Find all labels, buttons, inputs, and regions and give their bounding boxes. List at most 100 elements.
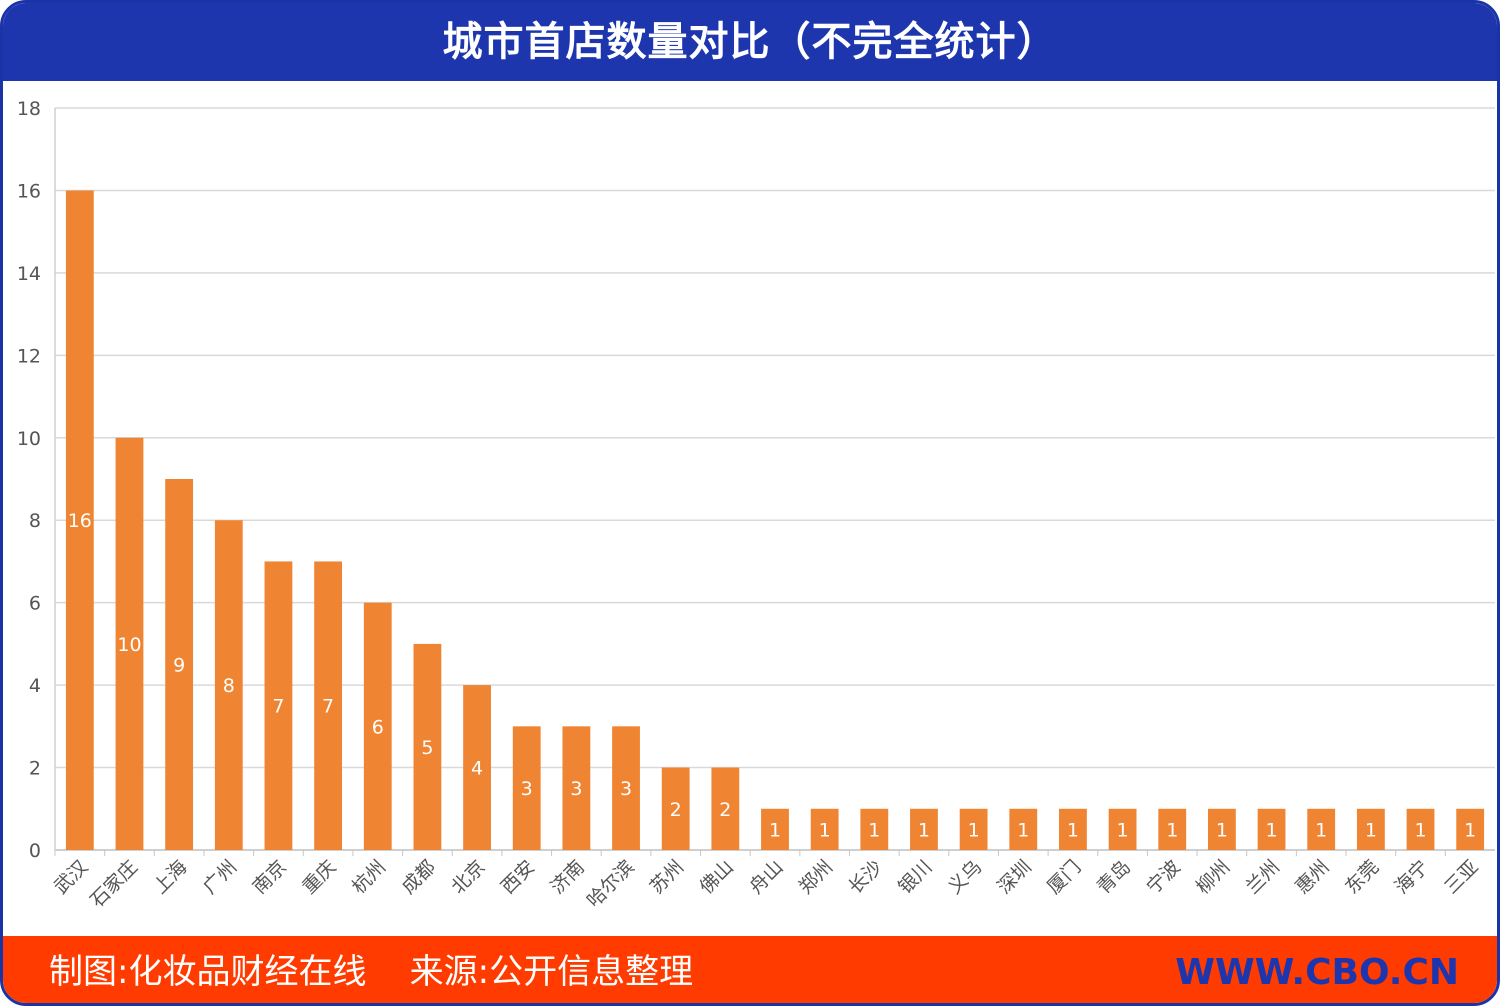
y-tick-label: 12 [17, 345, 41, 367]
x-tick-label: 佛山 [695, 856, 737, 898]
x-tick-label: 宁波 [1142, 856, 1184, 898]
bar [1456, 808, 1485, 850]
data-label: 16 [68, 510, 92, 532]
data-label: 4 [471, 758, 483, 780]
data-label: 1 [1266, 819, 1278, 841]
x-tick-label: 杭州 [348, 856, 390, 898]
x-tick-label: 苏州 [646, 856, 688, 898]
data-label: 7 [322, 696, 334, 718]
bar [761, 808, 789, 850]
data-label: 3 [570, 778, 582, 800]
x-tick-label: 三亚 [1440, 856, 1482, 898]
bar [512, 726, 541, 850]
data-label: 1 [868, 819, 880, 841]
bar [65, 190, 94, 850]
data-label: 1 [1216, 819, 1228, 841]
bar [1059, 808, 1087, 850]
data-label: 1 [968, 819, 980, 841]
data-label: 1 [918, 819, 930, 841]
bar [165, 479, 194, 850]
y-tick-label: 10 [17, 428, 41, 450]
bar [1158, 808, 1187, 850]
chart-title: 城市首店数量对比（不完全统计） [442, 18, 1058, 65]
data-label: 5 [421, 737, 433, 759]
data-label: 1 [1464, 819, 1476, 841]
data-label: 6 [372, 716, 384, 738]
y-tick-label: 2 [29, 758, 41, 780]
bar [910, 808, 938, 850]
x-tick-label: 兰州 [1242, 856, 1284, 898]
bar-chart: 02468101214161816武汉10石家庄9上海8广州7南京7重庆6杭州5… [17, 98, 1495, 912]
x-tick-label: 广州 [199, 856, 241, 898]
bar [463, 685, 491, 850]
x-tick-label: 石家庄 [86, 856, 142, 912]
data-label: 9 [173, 655, 185, 677]
bar [1257, 808, 1286, 850]
x-tick-label: 青岛 [1093, 856, 1135, 898]
data-label: 3 [620, 778, 632, 800]
x-tick-label: 舟山 [745, 856, 787, 898]
data-label: 1 [1166, 819, 1178, 841]
x-tick-label: 南京 [249, 856, 291, 898]
x-tick-label: 上海 [149, 856, 191, 898]
x-tick-label: 济南 [546, 856, 588, 898]
bar [413, 643, 442, 850]
bar [264, 561, 293, 850]
x-tick-label: 郑州 [795, 856, 837, 898]
bar [860, 808, 889, 850]
data-label: 1 [819, 819, 831, 841]
data-label: 1 [1067, 819, 1079, 841]
x-tick-label: 义乌 [944, 856, 986, 898]
y-tick-label: 4 [29, 675, 41, 697]
x-tick-label: 深圳 [993, 856, 1035, 898]
source-credit: 制图:化妆品财经在线 来源:公开信息整理 [49, 952, 694, 992]
data-label: 1 [769, 819, 781, 841]
x-tick-label: 哈尔滨 [583, 856, 639, 912]
x-tick-label: 柳州 [1192, 856, 1234, 898]
data-label: 1 [1315, 819, 1327, 841]
bar [711, 767, 740, 850]
data-label: 1 [1365, 819, 1377, 841]
bar [661, 767, 690, 850]
bar [810, 808, 839, 850]
data-label: 2 [719, 799, 731, 821]
footer-bar: 制图:化妆品财经在线 来源:公开信息整理 WWW.CBO.CN [3, 936, 1497, 1003]
x-tick-label: 东莞 [1341, 856, 1383, 898]
x-tick-label: 北京 [447, 856, 489, 898]
bar [1307, 808, 1336, 850]
data-label: 3 [521, 778, 533, 800]
x-tick-label: 西安 [497, 856, 539, 898]
bar [1207, 808, 1236, 850]
bar [1356, 808, 1385, 850]
bar [959, 808, 988, 850]
x-tick-label: 长沙 [844, 856, 886, 898]
data-label: 1 [1117, 819, 1129, 841]
x-tick-label: 成都 [398, 856, 440, 898]
data-label: 10 [117, 634, 141, 656]
bar [363, 602, 392, 850]
data-label: 2 [670, 799, 682, 821]
y-tick-label: 6 [29, 593, 41, 615]
title-bar: 城市首店数量对比（不完全统计） [3, 3, 1497, 81]
bar [214, 520, 243, 850]
bar [562, 726, 591, 850]
x-tick-label: 海宁 [1391, 856, 1433, 898]
data-label: 1 [1017, 819, 1029, 841]
bar [1108, 808, 1137, 850]
bar [612, 726, 640, 850]
x-tick-label: 银川 [894, 856, 936, 898]
data-label: 7 [272, 696, 284, 718]
y-tick-label: 16 [17, 180, 41, 202]
x-tick-label: 武汉 [50, 856, 92, 898]
data-label: 1 [1414, 819, 1426, 841]
bar [1009, 808, 1038, 850]
data-label: 8 [223, 675, 235, 697]
bar [314, 561, 343, 850]
site-url: WWW.CBO.CN [1175, 952, 1459, 993]
x-tick-label: 惠州 [1291, 856, 1333, 898]
y-tick-label: 8 [29, 510, 41, 532]
y-tick-label: 18 [17, 98, 41, 120]
y-tick-label: 14 [17, 263, 41, 285]
x-tick-label: 厦门 [1043, 856, 1085, 898]
bar [1406, 808, 1435, 850]
